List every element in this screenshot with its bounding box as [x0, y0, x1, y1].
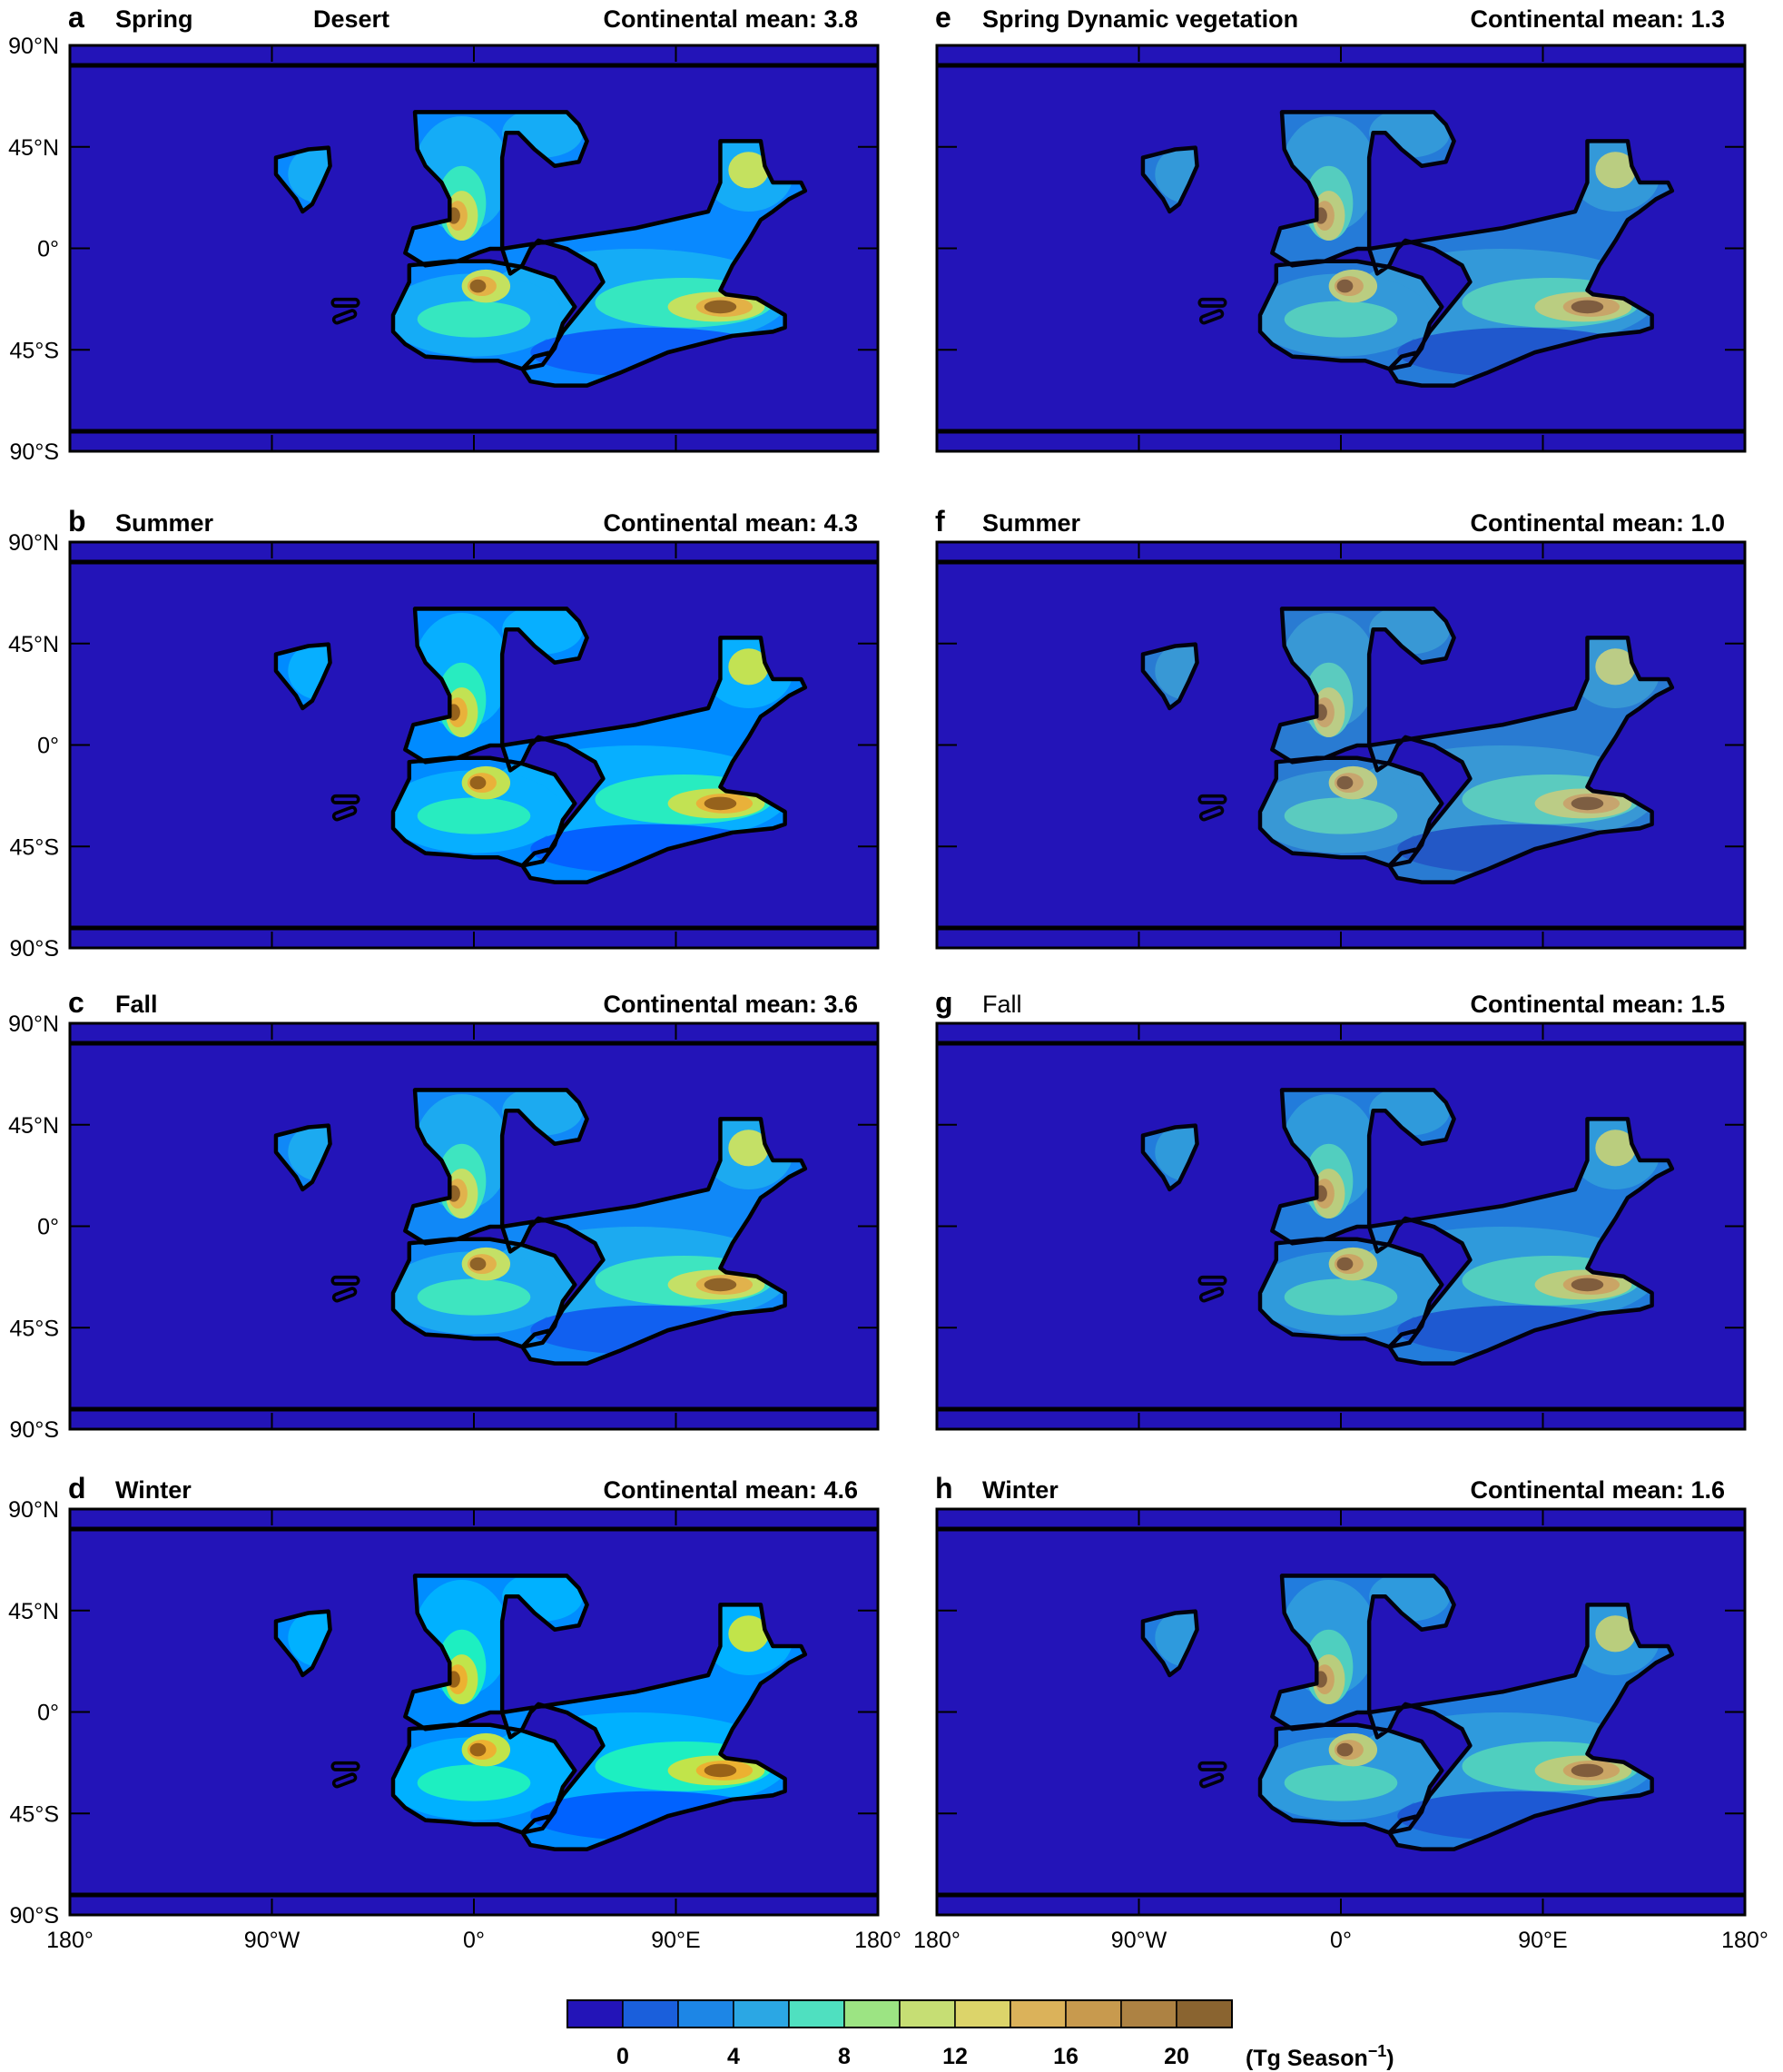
lat-tick-label: 90°S — [10, 1903, 59, 1929]
colorbar-tick-label: 16 — [1053, 2044, 1079, 2069]
lat-tick-label: 0° — [37, 734, 59, 759]
panel-letter: b — [68, 505, 86, 538]
lat-tick-label: 90°N — [8, 1497, 59, 1523]
panel-season-title: Winter — [982, 1476, 1059, 1504]
colorbar-segment — [677, 1999, 734, 2028]
panel-season-title: Summer — [982, 509, 1081, 537]
panel-f: f Summer Continental mean: 1.0 — [935, 505, 1747, 950]
panel-season-title: Fall — [982, 991, 1022, 1018]
panel-season-title: Spring — [115, 5, 193, 33]
continental-mean-label: Continental mean: 1.3 — [1470, 5, 1725, 33]
lat-tick-label: 0° — [37, 1215, 59, 1240]
lat-tick-label: 90°N — [8, 1011, 59, 1037]
lon-tick-label: 180° — [854, 1928, 901, 1953]
panel-a: 90°N 45°N 0° 45°S 90°S a Spring Desert Continent… — [8, 1, 880, 465]
colorbar-segment — [788, 1999, 845, 2028]
continental-mean-label: Continental mean: 3.8 — [603, 5, 858, 33]
colorbar: 0 4 8 12 16 20 (Tg Season−1) — [566, 1999, 1394, 2071]
colorbar-segment — [1120, 1999, 1177, 2028]
lat-tick-label: 45°S — [10, 338, 59, 363]
lat-tick-label: 90°S — [10, 936, 59, 962]
panel-season-title: Winter — [115, 1476, 192, 1504]
panel-scenario-title: Desert — [313, 5, 389, 33]
panel-letter: e — [935, 1, 951, 34]
panel-b: 90°N 45°N 0° 45°S 90°S b Summer Continental mea… — [8, 505, 880, 962]
lon-tick-label: 0° — [463, 1928, 485, 1953]
panel-letter: c — [68, 986, 84, 1019]
lat-tick-label: 0° — [37, 237, 59, 262]
panel-h: 180° 90°W 0° 90°E 180° h Winter Continental mea… — [913, 1472, 1768, 1953]
colorbar-tick-label: 20 — [1164, 2044, 1189, 2069]
continental-mean-label: Continental mean: 1.0 — [1470, 509, 1725, 537]
colorbar-unit-label: (Tg Season−1) — [1246, 2042, 1394, 2071]
colorbar-segment — [1065, 1999, 1122, 2028]
colorbar-tick-label: 12 — [942, 2044, 968, 2069]
panels-layer: 90°N 45°N 0° 45°S 90°S a Spring Desert Continent… — [8, 1, 1768, 1953]
panel-e: e Spring Dynamic vegetation Continental me… — [935, 1, 1747, 453]
lat-tick-label: 45°N — [8, 135, 59, 161]
panel-season-title: Summer — [115, 509, 214, 537]
colorbar-segment — [899, 1999, 956, 2028]
lat-tick-label: 45°S — [10, 1801, 59, 1827]
colorbar-segment — [1176, 1999, 1233, 2028]
panel-letter: a — [68, 1, 84, 34]
lon-tick-label: 0° — [1330, 1928, 1352, 1953]
colorbar-segment — [733, 1999, 790, 2028]
continental-mean-label: Continental mean: 1.6 — [1470, 1476, 1725, 1504]
lon-tick-label: 90°W — [1111, 1928, 1167, 1953]
lon-tick-label: 180° — [1721, 1928, 1768, 1953]
colorbar-tick-label: 4 — [727, 2044, 740, 2069]
panel-season-title: Spring Dynamic vegetation — [982, 5, 1298, 33]
panel-c: 90°N 45°N 0° 45°S 90°S c Fall Continental mean:… — [8, 986, 880, 1443]
continental-mean-label: Continental mean: 3.6 — [603, 991, 858, 1018]
lon-tick-label: 90°W — [244, 1928, 300, 1953]
lon-tick-label: 90°E — [651, 1928, 700, 1953]
lat-tick-label: 90°S — [10, 439, 59, 465]
panel-letter: h — [935, 1472, 953, 1505]
lon-tick-label: 180° — [46, 1928, 94, 1953]
colorbar-segment — [843, 1999, 901, 2028]
panel-season-title: Fall — [115, 991, 158, 1018]
lat-tick-label: 90°S — [10, 1417, 59, 1443]
continental-mean-label: Continental mean: 4.6 — [603, 1476, 858, 1504]
panel-letter: d — [68, 1472, 86, 1505]
colorbar-segment — [1010, 1999, 1067, 2028]
panel-g: g Fall Continental mean: 1.5 — [935, 986, 1747, 1431]
continental-mean-label: Continental mean: 1.5 — [1470, 991, 1725, 1018]
lon-tick-label: 180° — [913, 1928, 960, 1953]
lat-tick-label: 45°N — [8, 1113, 59, 1139]
lat-tick-label: 45°N — [8, 632, 59, 657]
colorbar-frame — [566, 1999, 1233, 2028]
colorbar-segment — [954, 1999, 1011, 2028]
colorbar-tick-label: 8 — [838, 2044, 851, 2069]
lat-tick-label: 90°N — [8, 530, 59, 556]
lat-tick-label: 45°S — [10, 1316, 59, 1341]
lat-tick-label: 90°N — [8, 34, 59, 59]
colorbar-segment — [622, 1999, 679, 2028]
lat-tick-label: 0° — [37, 1701, 59, 1726]
lon-tick-label: 90°E — [1518, 1928, 1567, 1953]
colorbar-tick-label: 0 — [616, 2044, 629, 2069]
panel-letter: f — [935, 505, 945, 538]
panel-letter: g — [935, 986, 953, 1019]
lat-tick-label: 45°S — [10, 834, 59, 860]
colorbar-segment — [566, 1999, 624, 2028]
lat-tick-label: 45°N — [8, 1599, 59, 1624]
continental-mean-label: Continental mean: 4.3 — [603, 509, 858, 537]
